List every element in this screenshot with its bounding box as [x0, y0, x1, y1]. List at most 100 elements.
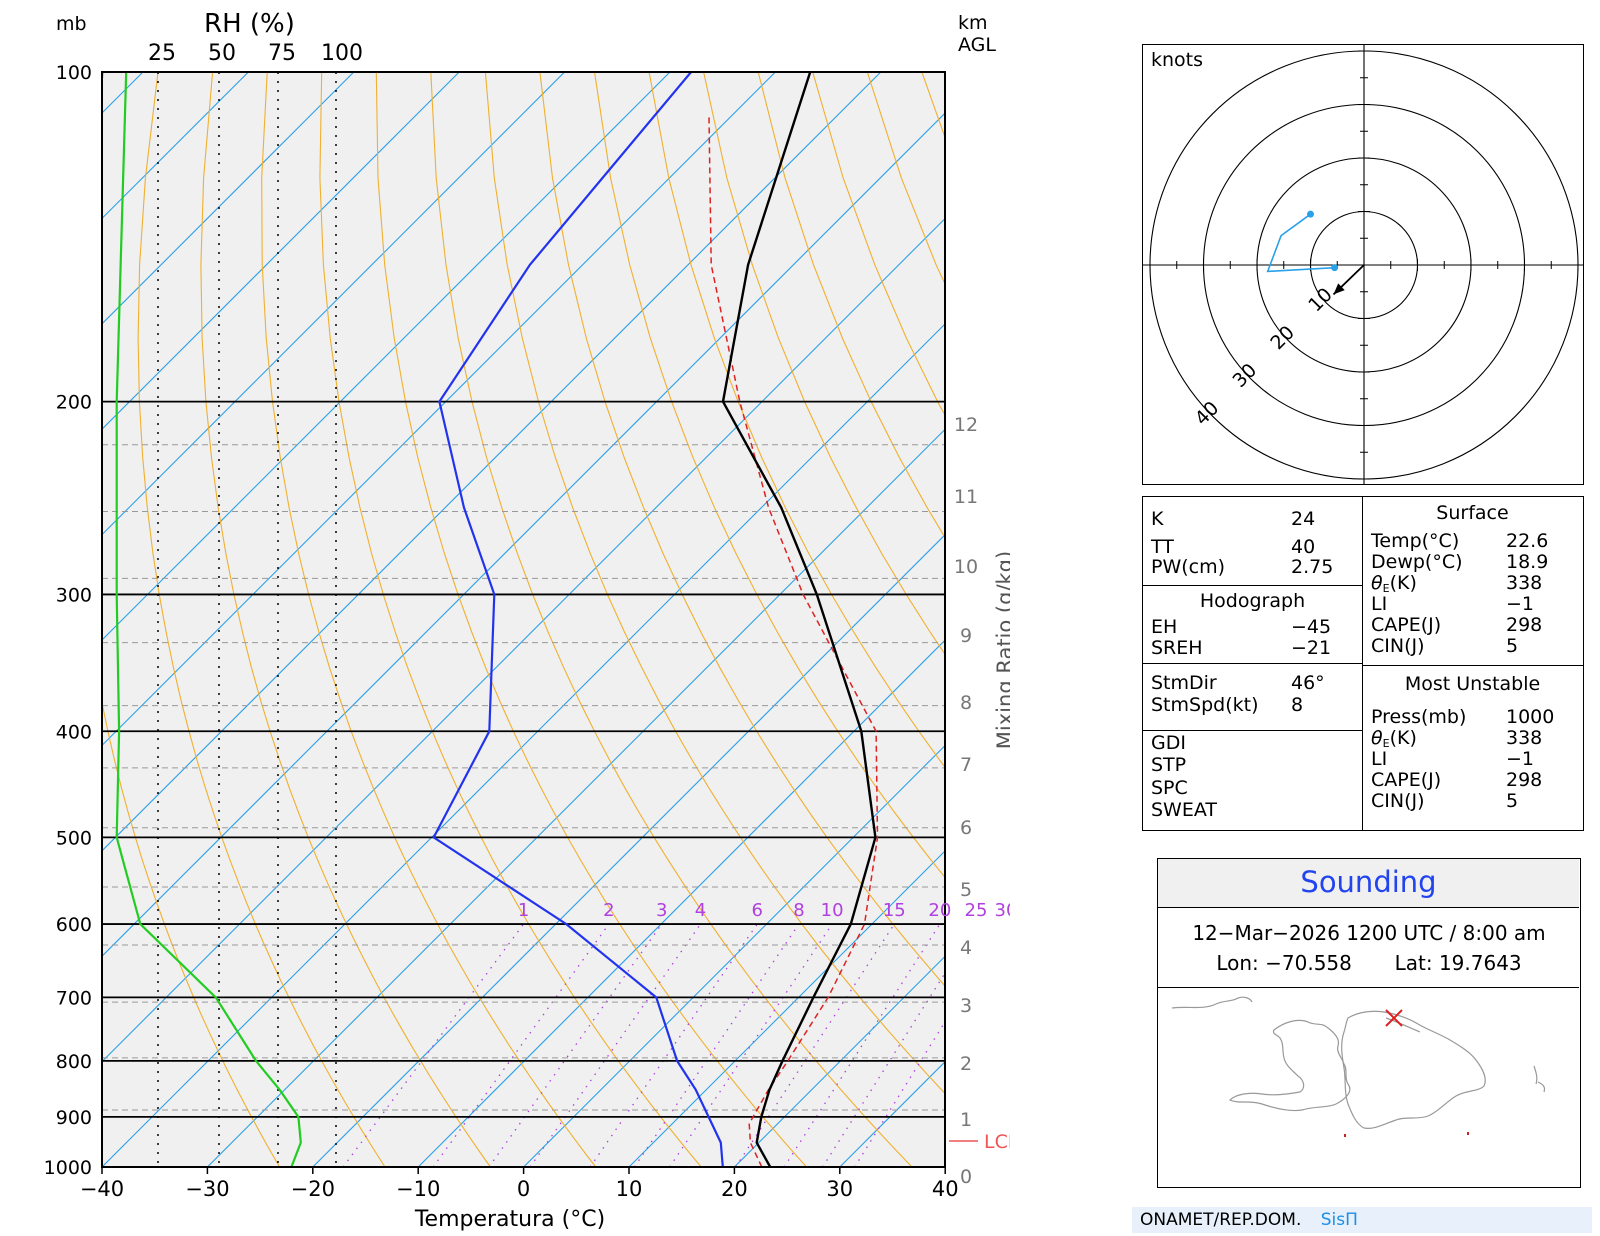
footer-source: ONAMET/REP.DOM. — [1140, 1210, 1302, 1230]
index-label-sweat: SWEAT — [1151, 799, 1217, 821]
sounding-coordinates: Lon: −70.558 Lat: 19.7643 — [1216, 951, 1522, 975]
height-tick-label: 0 — [960, 1166, 972, 1188]
lcl-label: LCL — [984, 1131, 1010, 1153]
index-value-eh: −45 — [1291, 616, 1332, 638]
index-label-stp: STP — [1151, 754, 1187, 776]
footer: ONAMET/REP.DOM. SisΠ — [1132, 1207, 1592, 1233]
skew-t-chart: mb RH (%)25 50 75 100kmAGL100200300400500600… — [44, 9, 1010, 1232]
km-label: km — [958, 12, 988, 34]
height-tick-label: 6 — [960, 817, 972, 839]
surface-label-cape: CAPE(J) — [1371, 614, 1442, 636]
height-tick-label: 7 — [960, 754, 972, 776]
temperature-tick-label: −30 — [185, 1177, 229, 1201]
index-value-stmdir: 46° — [1291, 672, 1325, 694]
mixing-ratio-tick-label: 6 — [752, 900, 763, 921]
temperature-tick-label: 20 — [721, 1177, 748, 1201]
mixing-ratio-line — [488, 923, 663, 1167]
mu-label-li: LI — [1371, 748, 1388, 770]
pressure-tick-label: 300 — [56, 584, 92, 606]
pressure-tick-label: 900 — [56, 1107, 92, 1129]
index-value-tt: 40 — [1291, 536, 1316, 558]
dry-adiabat — [261, 72, 597, 1167]
dry-adiabat — [648, 72, 945, 769]
pressure-tick-label: 700 — [56, 987, 92, 1009]
rh-tick-label: 100 — [321, 41, 363, 66]
sounding-datetime: 12−Mar−2026 1200 UTC / 8:00 am — [1192, 921, 1546, 945]
hodograph-ring-label: 20 — [1266, 322, 1299, 355]
hodograph-point — [1331, 264, 1339, 272]
temperature-tick-label: −40 — [80, 1177, 124, 1201]
index-value-k: 24 — [1291, 508, 1316, 530]
dry-adiabat — [703, 72, 945, 656]
footer-brand: SisΠ — [1320, 1210, 1358, 1230]
isotherm — [102, 72, 882, 852]
surface-label-dewp: Dewp(°C) — [1371, 551, 1463, 573]
height-tick-label: 2 — [960, 1053, 972, 1075]
hodograph-point — [1307, 210, 1314, 218]
height-tick-label: 5 — [960, 879, 972, 901]
isotherm — [102, 72, 355, 325]
series-dewpoint — [432, 72, 724, 1167]
isotherm — [102, 72, 460, 430]
index-label-tt: TT — [1151, 536, 1174, 558]
mu-value-thetae: 338 — [1506, 727, 1543, 749]
temperature-tick-label: 30 — [826, 1177, 853, 1201]
isotherm — [102, 72, 776, 747]
hodograph-ring-label: 30 — [1229, 359, 1262, 392]
dry-adiabat — [539, 72, 945, 987]
mu-label-press: Press(mb) — [1371, 706, 1467, 728]
mu-value-cape: 298 — [1506, 769, 1543, 791]
dry-adiabat — [102, 72, 281, 1167]
hodograph-units-label: knots — [1151, 49, 1204, 71]
mixing-ratio-line — [822, 971, 945, 1167]
indices-panel: K 24 TT 40 PW(cm) 2.75 Hodograph EH −45 … — [1142, 496, 1584, 831]
wind-barbs — [0, 0, 1010, 1236]
hodograph-ring-label: 10 — [1304, 284, 1337, 317]
height-tick-label: 12 — [954, 414, 978, 436]
sounding-info-panel: Sounding 12−Mar−2026 1200 UTC / 8:00 am … — [1157, 858, 1581, 1188]
mu-value-cin: 5 — [1506, 790, 1519, 812]
hodograph-trace — [1266, 213, 1335, 273]
rh-title: RH (%) — [204, 9, 295, 39]
index-label-spc: SPC — [1151, 777, 1188, 799]
surface-label-li: LI — [1371, 593, 1388, 615]
series-temperature — [721, 72, 877, 1167]
isotherm — [102, 72, 565, 536]
temperature-tick-label: −20 — [291, 1177, 335, 1201]
pressure-tick-label: 1000 — [44, 1157, 92, 1179]
surface-label-thetae: θE(K) — [1371, 572, 1417, 595]
surface-label-temp: Temp(°C) — [1371, 530, 1460, 552]
isotherm — [312, 534, 945, 1167]
mu-value-press: 1000 — [1506, 706, 1555, 728]
dry-adiabat — [757, 72, 945, 539]
height-tick-label: 1 — [960, 1109, 972, 1131]
index-label-gdi: GDI — [1151, 732, 1186, 754]
series-parcel — [708, 117, 879, 1167]
index-value-pw: 2.75 — [1291, 556, 1334, 578]
rh-tick-label: 25 — [148, 41, 176, 66]
index-label-stmspd: StmSpd(kt) — [1151, 694, 1259, 716]
surface-value-thetae: 338 — [1506, 572, 1543, 594]
temperature-tick-label: −10 — [396, 1177, 440, 1201]
temperature-tick-label: 10 — [616, 1177, 643, 1201]
isotherm — [102, 323, 945, 1167]
isotherm — [207, 428, 945, 1167]
dry-adiabat — [137, 72, 386, 1167]
isotherm — [734, 955, 945, 1167]
height-tick-label: 9 — [960, 625, 972, 647]
index-label-pw: PW(cm) — [1151, 556, 1226, 578]
mb-label: mb — [56, 13, 87, 35]
dry-adiabat — [319, 72, 702, 1167]
pressure-tick-label: 600 — [56, 914, 92, 936]
mu-value-li: −1 — [1506, 748, 1535, 770]
hodograph-section-title: Hodograph — [1199, 590, 1306, 612]
sounding-title: Sounding — [1300, 865, 1437, 899]
index-label-sreh: SREH — [1151, 637, 1203, 659]
mixing-ratio-line — [342, 923, 525, 1167]
temperature-tick-label: 0 — [517, 1177, 530, 1201]
mixing-ratio-tick-label: 2 — [603, 900, 614, 921]
pressure-tick-label: 100 — [56, 62, 92, 84]
mixing-ratio-tick-label: 25 — [965, 900, 988, 921]
isotherm — [102, 217, 945, 1063]
